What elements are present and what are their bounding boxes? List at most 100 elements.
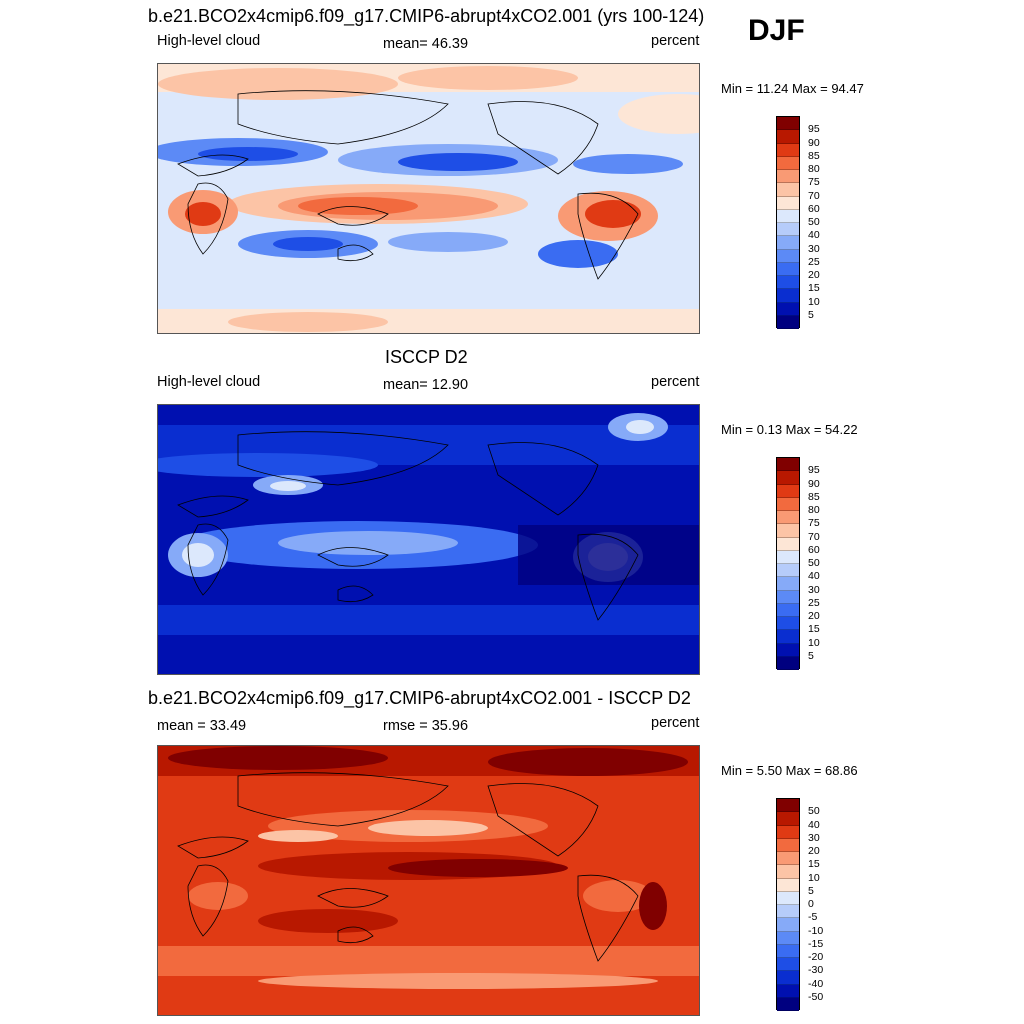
- colorbar-bin: [777, 971, 799, 985]
- panel-3-rmse-label: rmse = 35.96: [383, 718, 469, 734]
- panel-1-map: [157, 63, 700, 334]
- colorbar-tick-label: 50: [808, 805, 820, 818]
- colorbar-tick-label: 10: [808, 295, 820, 308]
- colorbar-bin: [777, 891, 799, 905]
- colorbar-tick-label: 95: [808, 464, 820, 477]
- colorbar-bin: [777, 143, 799, 157]
- colorbar-tick-label: 15: [808, 623, 820, 636]
- colorbar-bin: [777, 997, 799, 1011]
- colorbar-bin: [777, 603, 799, 617]
- panel-1-minmax: Min = 11.24 Max = 94.47: [721, 81, 864, 96]
- colorbar-bin: [777, 458, 799, 472]
- panel-3-colorbar: [776, 798, 800, 1011]
- panel-2-colorbar: [776, 457, 800, 670]
- colorbar-tick-label: 50: [808, 216, 820, 228]
- colorbar-bin: [777, 958, 799, 972]
- colorbar-tick-label: 20: [808, 845, 820, 857]
- colorbar-bin: [777, 276, 799, 290]
- colorbar-bin: [777, 812, 799, 826]
- colorbar-bin: [777, 170, 799, 184]
- colorbar-tick-label: 70: [808, 189, 820, 202]
- colorbar-tick-label: -5: [808, 911, 818, 924]
- panel-1-colorbar-ticks: 95 90 85 80 75 70 60 50 40 30 25 20 15 10 5: [808, 116, 848, 328]
- colorbar-bin: [777, 984, 799, 998]
- colorbar-tick-label: 25: [808, 255, 820, 268]
- colorbar-bin: [777, 249, 799, 263]
- colorbar-tick-label: 85: [808, 149, 820, 162]
- colorbar-tick-label: 5: [808, 649, 814, 662]
- colorbar-tick-label: 85: [808, 490, 820, 503]
- colorbar-bin: [777, 484, 799, 498]
- season-label: DJF: [748, 14, 805, 47]
- colorbar-bin: [777, 315, 799, 329]
- colorbar-tick-label: 20: [808, 269, 820, 281]
- colorbar-bin: [777, 630, 799, 644]
- colorbar-bin: [777, 838, 799, 852]
- colorbar-tick-label: -10: [808, 924, 824, 937]
- panel-2-mean-label: mean= 12.90: [383, 377, 469, 393]
- panel-2-units-label: percent: [651, 374, 700, 390]
- colorbar-bin: [777, 878, 799, 892]
- colorbar-bin: [777, 617, 799, 631]
- colorbar-tick-label: 80: [808, 163, 820, 175]
- colorbar-bin: [777, 918, 799, 932]
- colorbar-tick-label: 5: [808, 308, 814, 321]
- panel-1-colorbar: [776, 116, 800, 329]
- panel-3-minmax: Min = 5.50 Max = 68.86: [721, 763, 858, 778]
- colorbar-tick-label: 40: [808, 229, 820, 242]
- panel-3-colorbar-ticks: 50 40 30 20 15 10 5 0 -5 -10 -15 -20 -30 -40 -50: [808, 798, 848, 1010]
- colorbar-tick-label: 10: [808, 871, 820, 884]
- colorbar-tick-label: -40: [808, 977, 824, 990]
- colorbar-tick-label: 15: [808, 282, 820, 295]
- panel-1-mean-label: mean= 46.39: [383, 36, 469, 52]
- colorbar-bin: [777, 643, 799, 657]
- colorbar-tick-label: 80: [808, 504, 820, 516]
- panel-1-left-label: High-level cloud: [157, 33, 261, 49]
- colorbar-tick-label: 40: [808, 818, 820, 831]
- colorbar-tick-label: 10: [808, 636, 820, 649]
- panel-2-left-label: High-level cloud: [157, 374, 261, 390]
- colorbar-tick-label: 60: [808, 202, 820, 215]
- colorbar-tick-label: 95: [808, 123, 820, 136]
- colorbar-tick-label: -20: [808, 951, 824, 963]
- colorbar-bin: [777, 209, 799, 223]
- colorbar-bin: [777, 656, 799, 670]
- panel-2-title: ISCCP D2: [385, 347, 468, 367]
- colorbar-bin: [777, 302, 799, 316]
- colorbar-bin: [777, 183, 799, 197]
- colorbar-bin: [777, 564, 799, 578]
- colorbar-bin: [777, 289, 799, 303]
- panel-1-title: b.e21.BCO2x4cmip6.f09_g17.CMIP6-abrupt4x…: [148, 6, 705, 26]
- colorbar-bin: [777, 223, 799, 237]
- colorbar-tick-label: 70: [808, 530, 820, 543]
- colorbar-bin: [777, 577, 799, 591]
- panel-3-title: b.e21.BCO2x4cmip6.f09_g17.CMIP6-abrupt4x…: [148, 688, 691, 708]
- panel-2-minmax: Min = 0.13 Max = 54.22: [721, 422, 858, 437]
- colorbar-tick-label: -50: [808, 990, 824, 1003]
- colorbar-tick-label: 0: [808, 898, 814, 910]
- colorbar-bin: [777, 825, 799, 839]
- colorbar-tick-label: 15: [808, 858, 820, 871]
- colorbar-tick-label: 90: [808, 136, 820, 149]
- colorbar-bin: [777, 550, 799, 564]
- colorbar-tick-label: 75: [808, 517, 820, 530]
- colorbar-tick-label: -30: [808, 964, 824, 977]
- colorbar-tick-label: 30: [808, 583, 820, 596]
- colorbar-bin: [777, 497, 799, 511]
- colorbar-bin: [777, 156, 799, 170]
- colorbar-bin: [777, 931, 799, 945]
- colorbar-tick-label: 30: [808, 242, 820, 255]
- panel-3-units-label: percent: [651, 715, 700, 731]
- panel-1-units-label: percent: [651, 33, 700, 49]
- panel-3-map: [157, 745, 700, 1016]
- colorbar-bin: [777, 799, 799, 813]
- colorbar-tick-label: 50: [808, 557, 820, 569]
- colorbar-bin: [777, 905, 799, 919]
- panel-2-colorbar-ticks: 95 90 85 80 75 70 60 50 40 30 25 20 15 10 5: [808, 457, 848, 669]
- colorbar-bin: [777, 511, 799, 525]
- colorbar-tick-label: 75: [808, 176, 820, 189]
- colorbar-bin: [777, 471, 799, 485]
- colorbar-bin: [777, 852, 799, 866]
- colorbar-bin: [777, 262, 799, 276]
- colorbar-bin: [777, 590, 799, 604]
